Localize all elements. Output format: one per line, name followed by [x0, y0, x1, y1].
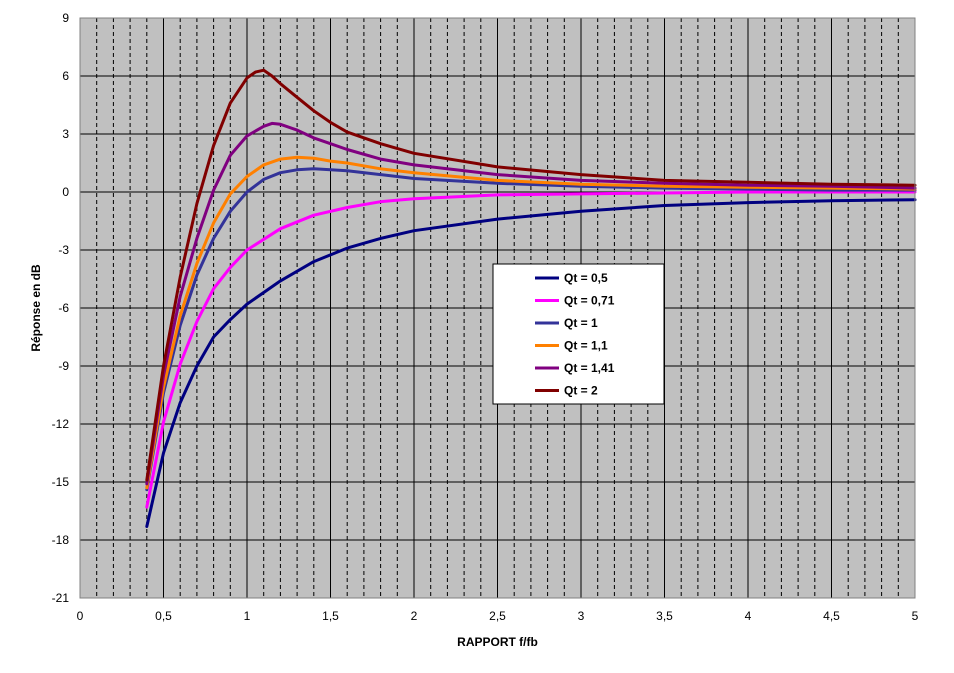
- x-tick-label: 0: [77, 609, 84, 623]
- legend-label: Qt = 1: [564, 316, 598, 330]
- y-tick-label: -18: [52, 533, 70, 547]
- x-tick-label: 1,5: [322, 609, 339, 623]
- y-tick-label: 9: [62, 11, 69, 25]
- plot-border: [79, 17, 916, 599]
- x-tick-label: 5: [912, 609, 919, 623]
- y-tick-label: 0: [62, 185, 69, 199]
- y-tick-label: -6: [58, 301, 69, 315]
- legend-label: Qt = 0,5: [564, 271, 608, 285]
- series-line-0: [145, 198, 917, 528]
- series-line-1: [145, 190, 917, 509]
- y-axis-title: Réponse en dB: [29, 264, 43, 352]
- series-line-2: [145, 167, 917, 492]
- x-tick-label: 2: [411, 609, 418, 623]
- y-tick-label: -12: [52, 417, 70, 431]
- series-line-3: [145, 155, 917, 490]
- x-tick-labels: 0 0,5 1 1,5 2 2,5 3 3,5 4 4,5 5: [77, 609, 919, 623]
- legend-box: [492, 263, 665, 405]
- y-tick-label: 3: [62, 127, 69, 141]
- series-lines: [145, 68, 917, 528]
- legend-label: Qt = 1,1: [564, 339, 608, 353]
- x-axis-title: RAPPORT f/fb: [457, 635, 538, 649]
- x-tick-label: 4: [745, 609, 752, 623]
- x-tick-label: 3: [578, 609, 585, 623]
- legend-label: Qt = 0,71: [564, 294, 615, 308]
- x-tick-label: 1: [244, 609, 251, 623]
- y-tick-label: -3: [58, 243, 69, 257]
- legend-label: Qt = 1,41: [564, 361, 615, 375]
- y-tick-label: 6: [62, 69, 69, 83]
- series-line-4: [145, 121, 917, 486]
- y-tick-label: -21: [52, 591, 70, 605]
- x-tick-label: 0,5: [155, 609, 172, 623]
- x-tick-label: 2,5: [489, 609, 506, 623]
- x-tick-label: 3,5: [656, 609, 673, 623]
- series-line-5: [145, 68, 917, 482]
- y-tick-labels: 9 6 3 0 -3 -6 -9 -12 -15 -18 -21: [52, 11, 70, 605]
- legend-label: Qt = 2: [564, 384, 598, 398]
- legend: Qt = 0,5 Qt = 0,71 Qt = 1 Qt = 1,1 Qt = 1,41…: [492, 263, 665, 405]
- x-tick-label: 4,5: [823, 609, 840, 623]
- y-tick-label: -9: [58, 359, 69, 373]
- y-tick-label: -15: [52, 475, 70, 489]
